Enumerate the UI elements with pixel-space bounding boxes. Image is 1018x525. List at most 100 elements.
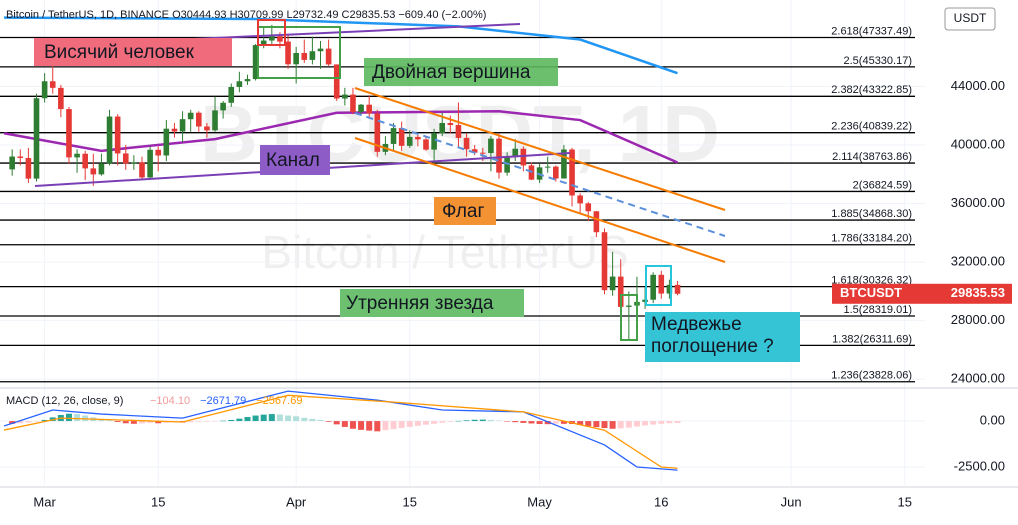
candle-body bbox=[561, 149, 567, 179]
candle-body bbox=[585, 203, 592, 212]
macd-histogram-bar bbox=[536, 421, 543, 424]
flag-line bbox=[354, 137, 726, 263]
macd-histogram-bar bbox=[244, 417, 251, 422]
candle-body bbox=[285, 41, 291, 65]
x-tick-label: 15 bbox=[151, 494, 165, 509]
candle-body bbox=[90, 168, 97, 175]
macd-line bbox=[3, 390, 678, 471]
x-tick-label: Apr bbox=[286, 494, 307, 509]
candle-body bbox=[155, 149, 162, 156]
macd-histogram-bar bbox=[366, 421, 373, 431]
candle-body bbox=[350, 94, 356, 113]
macd-histogram-bar bbox=[496, 420, 503, 422]
candle-body bbox=[390, 128, 397, 144]
annotation: Висячий человек bbox=[44, 42, 195, 63]
x-tick-label: Jun bbox=[781, 494, 802, 509]
candle-body bbox=[479, 152, 486, 154]
candle-body bbox=[471, 149, 478, 153]
annotation-wrap: Медвежье поглощение ? bbox=[651, 314, 774, 357]
macd-histogram-bar bbox=[301, 417, 308, 422]
y-tick-label: 44000.00 bbox=[951, 78, 1005, 93]
candle-body bbox=[666, 284, 673, 294]
macd-histogram-bar bbox=[358, 421, 365, 430]
price-tag-bg bbox=[832, 283, 1012, 304]
candle-body bbox=[74, 153, 80, 158]
macd-histogram-bar bbox=[195, 421, 202, 422]
candle-body bbox=[333, 64, 340, 99]
signal-line bbox=[3, 394, 678, 469]
macd-histogram-bar bbox=[17, 421, 24, 424]
macd-histogram-bar bbox=[74, 414, 81, 422]
macd-histogram-bar bbox=[382, 421, 389, 431]
macd-histogram-bar bbox=[520, 421, 527, 423]
currency-box bbox=[944, 7, 996, 31]
price-tag-value: 29835.53 bbox=[951, 285, 1005, 300]
macd-histogram-bar bbox=[220, 420, 227, 422]
macd-histogram-bar bbox=[552, 421, 559, 424]
fib-label: 1.618(30326.32) bbox=[831, 274, 912, 286]
candle-body bbox=[325, 48, 332, 65]
candle-body bbox=[17, 156, 24, 158]
fib-label: 1.885(34868.30) bbox=[831, 208, 912, 220]
macd-histogram-bar bbox=[252, 415, 259, 422]
candle-body bbox=[488, 138, 494, 154]
macd-histogram-bar bbox=[471, 419, 478, 422]
macd-tick-label: -2500.00 bbox=[954, 458, 1005, 473]
macd-histogram-bar bbox=[439, 421, 446, 423]
macd-histogram-bar bbox=[609, 421, 616, 429]
x-tick-label: 15 bbox=[897, 494, 911, 509]
macd-histogram-bar bbox=[577, 421, 584, 426]
candle-body bbox=[244, 79, 251, 82]
currency: USDT bbox=[954, 11, 987, 25]
candle-body bbox=[650, 274, 656, 300]
macd-histogram-bar bbox=[414, 421, 421, 426]
candle-body bbox=[496, 138, 502, 173]
price-tag-symbol: BTCUSDT bbox=[840, 285, 902, 300]
x-tick-label: 15 bbox=[403, 494, 417, 509]
candle-body bbox=[49, 81, 56, 88]
annotation: Утренняя звезда bbox=[346, 293, 494, 314]
macd-histogram-bar bbox=[374, 421, 381, 432]
annotation-box bbox=[34, 38, 232, 66]
macd-histogram-bar bbox=[633, 421, 640, 427]
macd-histogram-bar bbox=[349, 421, 356, 429]
fib-label: 2.618(47337.49) bbox=[831, 25, 912, 37]
y-tick-label: 28000.00 bbox=[951, 312, 1005, 327]
fib-label: 2.382(43322.85) bbox=[831, 84, 912, 96]
macd-histogram-bar bbox=[276, 414, 283, 422]
macd-histogram-bar bbox=[325, 421, 332, 422]
candle-body bbox=[33, 98, 40, 179]
hanging-man-box bbox=[257, 19, 286, 46]
annotation-box bbox=[364, 58, 558, 86]
macd-histogram-bar bbox=[528, 421, 535, 424]
candle-body bbox=[171, 128, 178, 132]
macd-histogram-bar bbox=[601, 421, 608, 429]
candle-body bbox=[593, 211, 600, 233]
annotation: Двойная вершина bbox=[372, 62, 531, 83]
candle-body bbox=[415, 136, 421, 140]
macd-histogram-bar bbox=[333, 421, 340, 425]
annotations: Висячий человек Двойная вершина Канал Фл… bbox=[34, 38, 800, 362]
candle-body bbox=[342, 94, 348, 99]
macd-histogram-bar bbox=[147, 421, 154, 423]
candle-body bbox=[447, 122, 454, 126]
candle-body bbox=[163, 128, 170, 156]
macd-histogram-bar bbox=[260, 414, 267, 422]
fib-label: 2.114(38763.86) bbox=[832, 151, 912, 163]
candle-body bbox=[626, 305, 632, 307]
candle-body bbox=[609, 276, 616, 291]
annotation-box bbox=[340, 289, 524, 317]
macd-histogram-bar bbox=[422, 421, 429, 425]
candle-body bbox=[431, 133, 437, 150]
candle-body bbox=[277, 36, 283, 42]
macd-histogram-bar bbox=[138, 421, 145, 424]
candle-body bbox=[98, 163, 105, 175]
annotation-box bbox=[645, 312, 800, 362]
moving-average bbox=[3, 110, 679, 164]
macd-legend-value: −2671.79 bbox=[200, 395, 246, 407]
candle-body bbox=[553, 166, 559, 179]
candle-body bbox=[512, 148, 519, 157]
macd-histogram-bar bbox=[512, 421, 519, 423]
y-tick-label: 32000.00 bbox=[951, 254, 1005, 269]
macd-histogram-bar bbox=[285, 415, 292, 422]
